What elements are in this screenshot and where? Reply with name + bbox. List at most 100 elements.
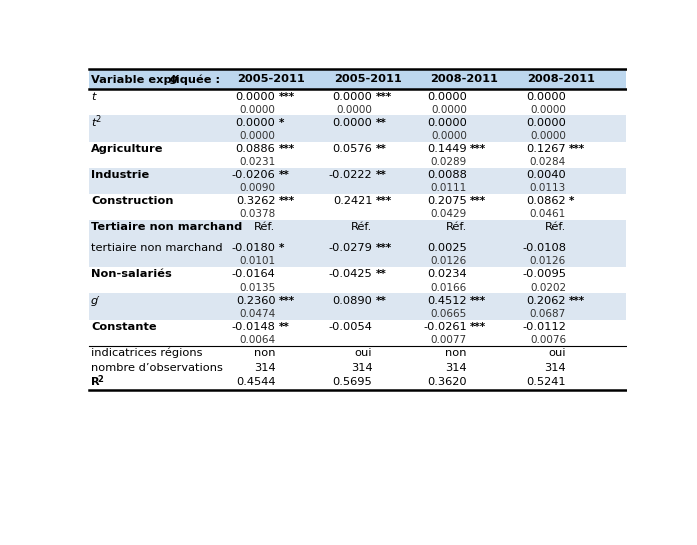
Text: 0.0113: 0.0113 [530,183,566,193]
Text: 0.0000: 0.0000 [427,118,467,128]
Text: 0.4512: 0.4512 [427,295,467,306]
Text: 0.0284: 0.0284 [530,157,566,167]
Text: 0.0474: 0.0474 [239,308,275,319]
Text: 0.0429: 0.0429 [431,209,467,220]
Text: 0.0076: 0.0076 [530,335,566,345]
Text: -0.0095: -0.0095 [522,269,566,280]
Text: 0.0202: 0.0202 [530,282,566,293]
Text: indicatrices régions: indicatrices régions [91,348,203,358]
Text: *: * [279,243,284,253]
Text: 0.0088: 0.0088 [427,170,467,180]
Text: 0.3620: 0.3620 [427,377,467,387]
Text: R: R [91,377,100,387]
Text: 0.1449: 0.1449 [427,144,467,154]
Text: ***: *** [279,92,295,101]
Text: non: non [254,348,275,358]
Text: 0.0135: 0.0135 [239,282,275,293]
Text: 0.0890: 0.0890 [332,295,372,306]
Text: -0.0164: -0.0164 [231,269,275,280]
Text: 2: 2 [95,115,101,124]
Bar [89,69,626,89]
Text: Agriculture: Agriculture [91,144,164,154]
Text: **: ** [376,118,386,128]
Text: -0.0279: -0.0279 [328,243,372,253]
Text: 0.1267: 0.1267 [526,144,566,154]
Text: 0.0064: 0.0064 [239,335,275,345]
Text: 2008-2011: 2008-2011 [430,74,498,84]
Bar [89,220,626,235]
Text: Constante: Constante [91,322,157,332]
Text: 0.2360: 0.2360 [236,295,275,306]
Text: 314: 314 [254,362,275,373]
Text: 0.0576: 0.0576 [332,144,372,154]
Text: 0.0000: 0.0000 [240,105,275,114]
Text: 314: 314 [544,362,566,373]
Text: 0.0687: 0.0687 [530,308,566,319]
Text: 0.0040: 0.0040 [526,170,566,180]
Text: 0.5241: 0.5241 [526,377,566,387]
Text: -0.0054: -0.0054 [328,322,372,332]
Text: -0.0180: -0.0180 [231,243,275,253]
Text: 0.0000: 0.0000 [236,118,275,128]
Text: 314: 314 [351,362,372,373]
Bar [89,293,626,319]
Text: 0.5695: 0.5695 [332,377,372,387]
Text: 2005-2011: 2005-2011 [334,74,402,84]
Text: 0.0000: 0.0000 [526,118,566,128]
Text: 0.2421: 0.2421 [333,196,372,207]
Text: t: t [91,118,95,128]
Text: 0.0000: 0.0000 [240,131,275,141]
Text: 0.0289: 0.0289 [431,157,467,167]
Text: *: * [279,118,284,128]
Text: 0.0000: 0.0000 [526,92,566,101]
Text: 2008-2011: 2008-2011 [527,74,595,84]
Text: 0.0665: 0.0665 [431,308,467,319]
Text: ***: *** [279,196,295,207]
Text: Réf.: Réf. [254,222,275,233]
Text: 0.0126: 0.0126 [431,256,467,267]
Text: 0.0090: 0.0090 [240,183,275,193]
Text: -0.0112: -0.0112 [522,322,566,332]
Text: 0.0000: 0.0000 [236,92,275,101]
Text: 0.0101: 0.0101 [239,256,275,267]
Text: 0.0000: 0.0000 [431,105,467,114]
Text: **: ** [376,269,386,280]
Text: Réf.: Réf. [351,222,372,233]
Text: 0.3262: 0.3262 [236,196,275,207]
Text: -0.0206: -0.0206 [231,170,275,180]
Text: 0.0000: 0.0000 [530,131,566,141]
Text: ***: *** [470,196,486,207]
Text: Réf.: Réf. [545,222,566,233]
Text: tertiaire non marchand: tertiaire non marchand [91,243,222,253]
Text: ***: *** [569,144,585,154]
Text: 0.0000: 0.0000 [530,105,566,114]
Text: -0.0108: -0.0108 [522,243,566,253]
Text: -0.0425: -0.0425 [328,269,372,280]
Text: non: non [445,348,467,358]
Text: **: ** [279,322,289,332]
Bar [89,235,626,241]
Text: -0.0261: -0.0261 [423,322,467,332]
Text: ***: *** [569,295,585,306]
Bar [89,241,626,267]
Text: 0.2062: 0.2062 [526,295,566,306]
Text: ***: *** [376,196,392,207]
Text: 314: 314 [445,362,467,373]
Text: t: t [91,92,95,101]
Bar [89,168,626,194]
Text: **: ** [376,170,386,180]
Text: Non-salariés: Non-salariés [91,269,171,280]
Text: *: * [569,196,574,207]
Text: Tertiaire non marchand: Tertiaire non marchand [91,222,243,233]
Text: ***: *** [279,295,295,306]
Text: oui: oui [549,348,566,358]
Text: 0.0025: 0.0025 [427,243,467,253]
Text: 2005-2011: 2005-2011 [237,74,305,84]
Text: g: g [91,295,98,306]
Text: **: ** [376,144,386,154]
Text: 0.0000: 0.0000 [431,131,467,141]
Text: **: ** [376,295,386,306]
Text: ***: *** [279,144,295,154]
Text: 2: 2 [97,374,103,384]
Text: **: ** [279,170,289,180]
